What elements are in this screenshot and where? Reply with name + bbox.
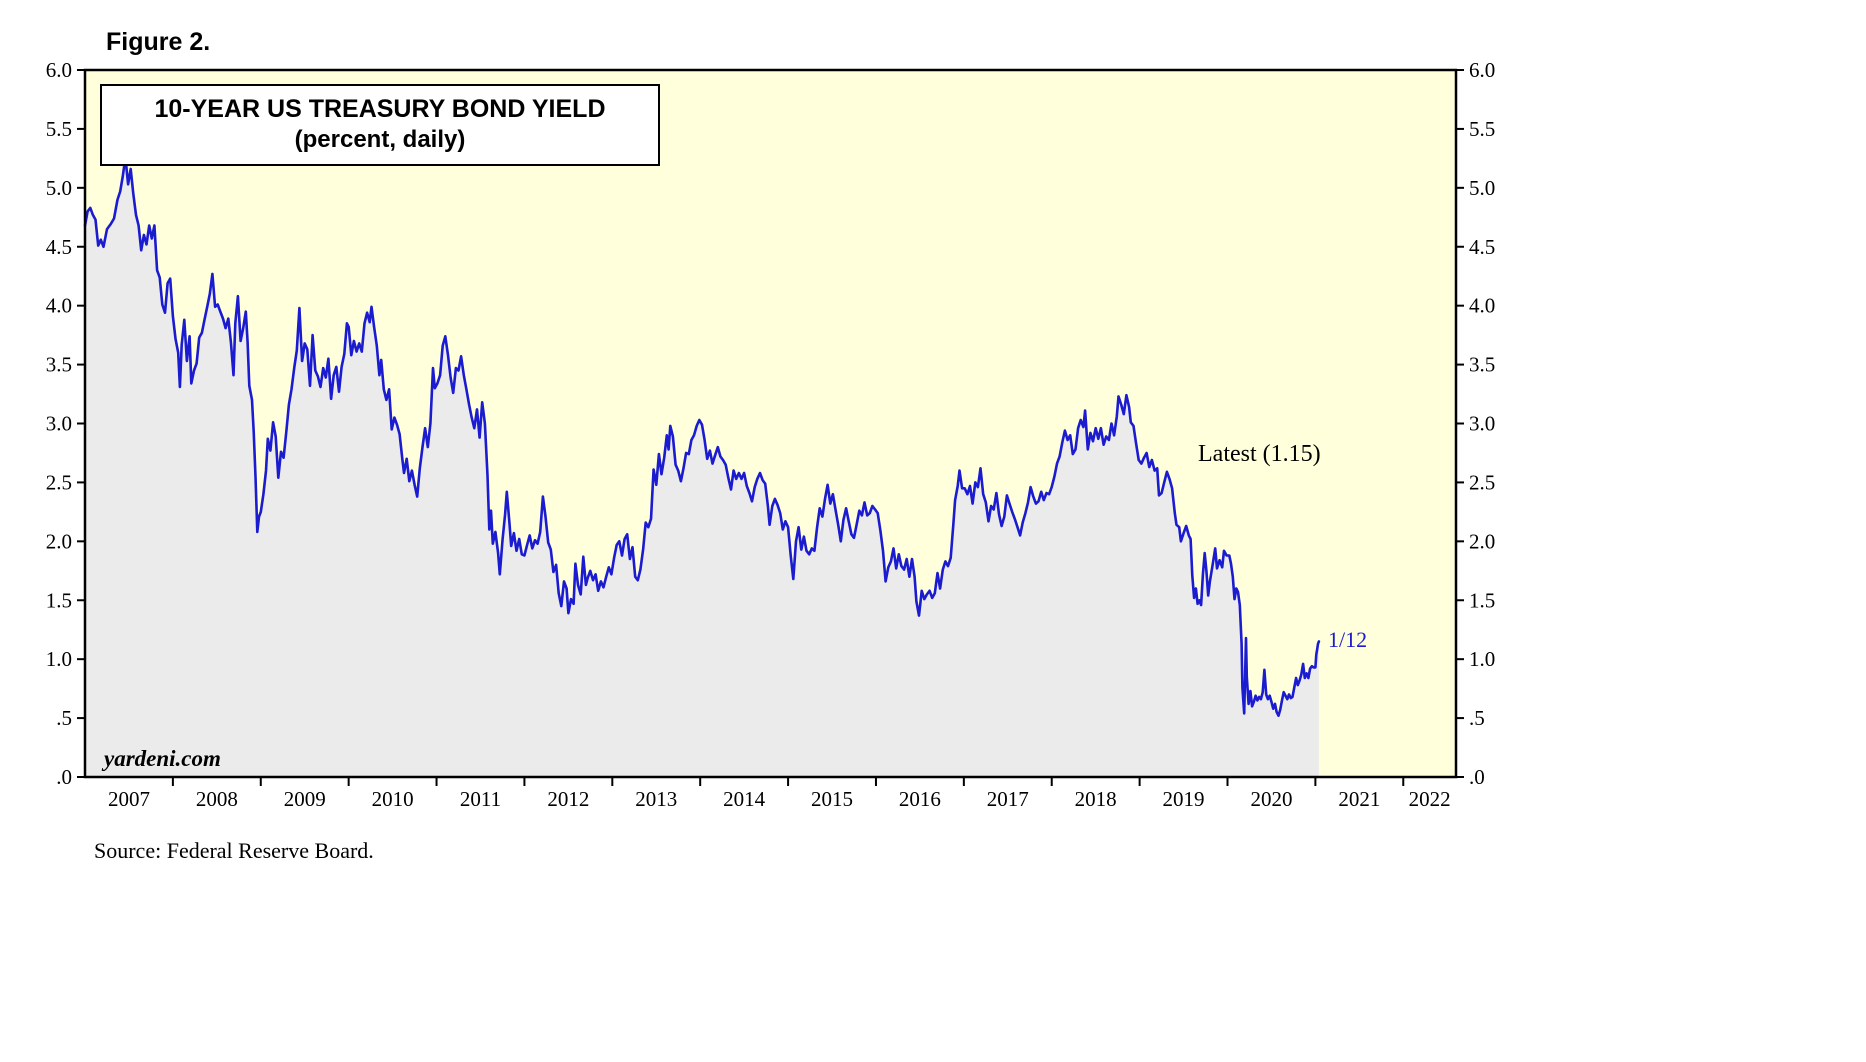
y-axis-label-right: 6.0 [1469,58,1495,82]
y-axis-label-left: 5.0 [46,176,72,200]
y-axis-label-right: 5.0 [1469,176,1495,200]
chart-subtitle: (percent, daily) [294,126,466,153]
y-axis-label-left: 2.0 [46,529,72,553]
watermark: yardeni.com [104,746,221,771]
y-axis-label-left: 4.0 [46,294,72,318]
x-axis-year-label: 2018 [1075,787,1117,811]
x-axis-year-label: 2009 [284,787,326,811]
y-axis-label-right: .5 [1469,706,1485,730]
x-axis-year-label: 2020 [1250,787,1292,811]
x-axis-year-label: 2017 [987,787,1029,811]
y-axis-label-right: .0 [1469,765,1485,789]
x-axis-year-label: 2021 [1338,787,1380,811]
yield-area-fill [85,157,1319,777]
x-axis-year-label: 2022 [1409,787,1451,811]
x-axis-year-label: 2014 [723,787,766,811]
y-axis-label-right: 4.5 [1469,235,1495,259]
x-axis-year-label: 2012 [547,787,589,811]
figure-label: Figure 2. [106,28,211,56]
y-axis-label-left: 3.5 [46,353,72,377]
y-axis-label-left: .5 [56,706,72,730]
latest-value-annotation: Latest (1.15) [1198,441,1321,467]
y-axis-label-left: 1.0 [46,647,72,671]
y-axis-label-left: 1.5 [46,588,72,612]
x-axis-year-label: 2010 [372,787,414,811]
y-axis-label-right: 5.5 [1469,117,1495,141]
y-axis-label-left: 6.0 [46,58,72,82]
y-axis-label-left: 4.5 [46,235,72,259]
x-axis-year-label: 2008 [196,787,238,811]
y-axis-label-left: .0 [56,765,72,789]
y-axis-label-right: 1.0 [1469,647,1495,671]
y-axis-label-right: 1.5 [1469,588,1495,612]
y-axis-label-left: 3.0 [46,412,72,436]
x-axis-year-label: 2016 [899,787,941,811]
y-axis-label-right: 3.0 [1469,412,1495,436]
y-axis-label-right: 2.0 [1469,529,1495,553]
yield-line [83,155,1321,717]
x-axis-year-label: 2013 [635,787,677,811]
x-axis-year-label: 2015 [811,787,853,811]
y-axis-label-left: 5.5 [46,117,72,141]
y-axis-label-left: 2.5 [46,470,72,494]
y-axis-label-right: 3.5 [1469,353,1495,377]
last-date-annotation: 1/12 [1328,627,1368,652]
chart-title: 10-YEAR US TREASURY BOND YIELD [154,95,606,123]
x-axis-year-label: 2007 [108,787,150,811]
x-axis-year-label: 2011 [460,787,501,811]
y-axis-label-right: 2.5 [1469,470,1495,494]
chart-title-box: 10-YEAR US TREASURY BOND YIELD (percent,… [100,84,660,166]
y-axis-label-right: 4.0 [1469,294,1495,318]
x-axis-year-label: 2019 [1163,787,1205,811]
source-note: Source: Federal Reserve Board. [94,838,374,863]
